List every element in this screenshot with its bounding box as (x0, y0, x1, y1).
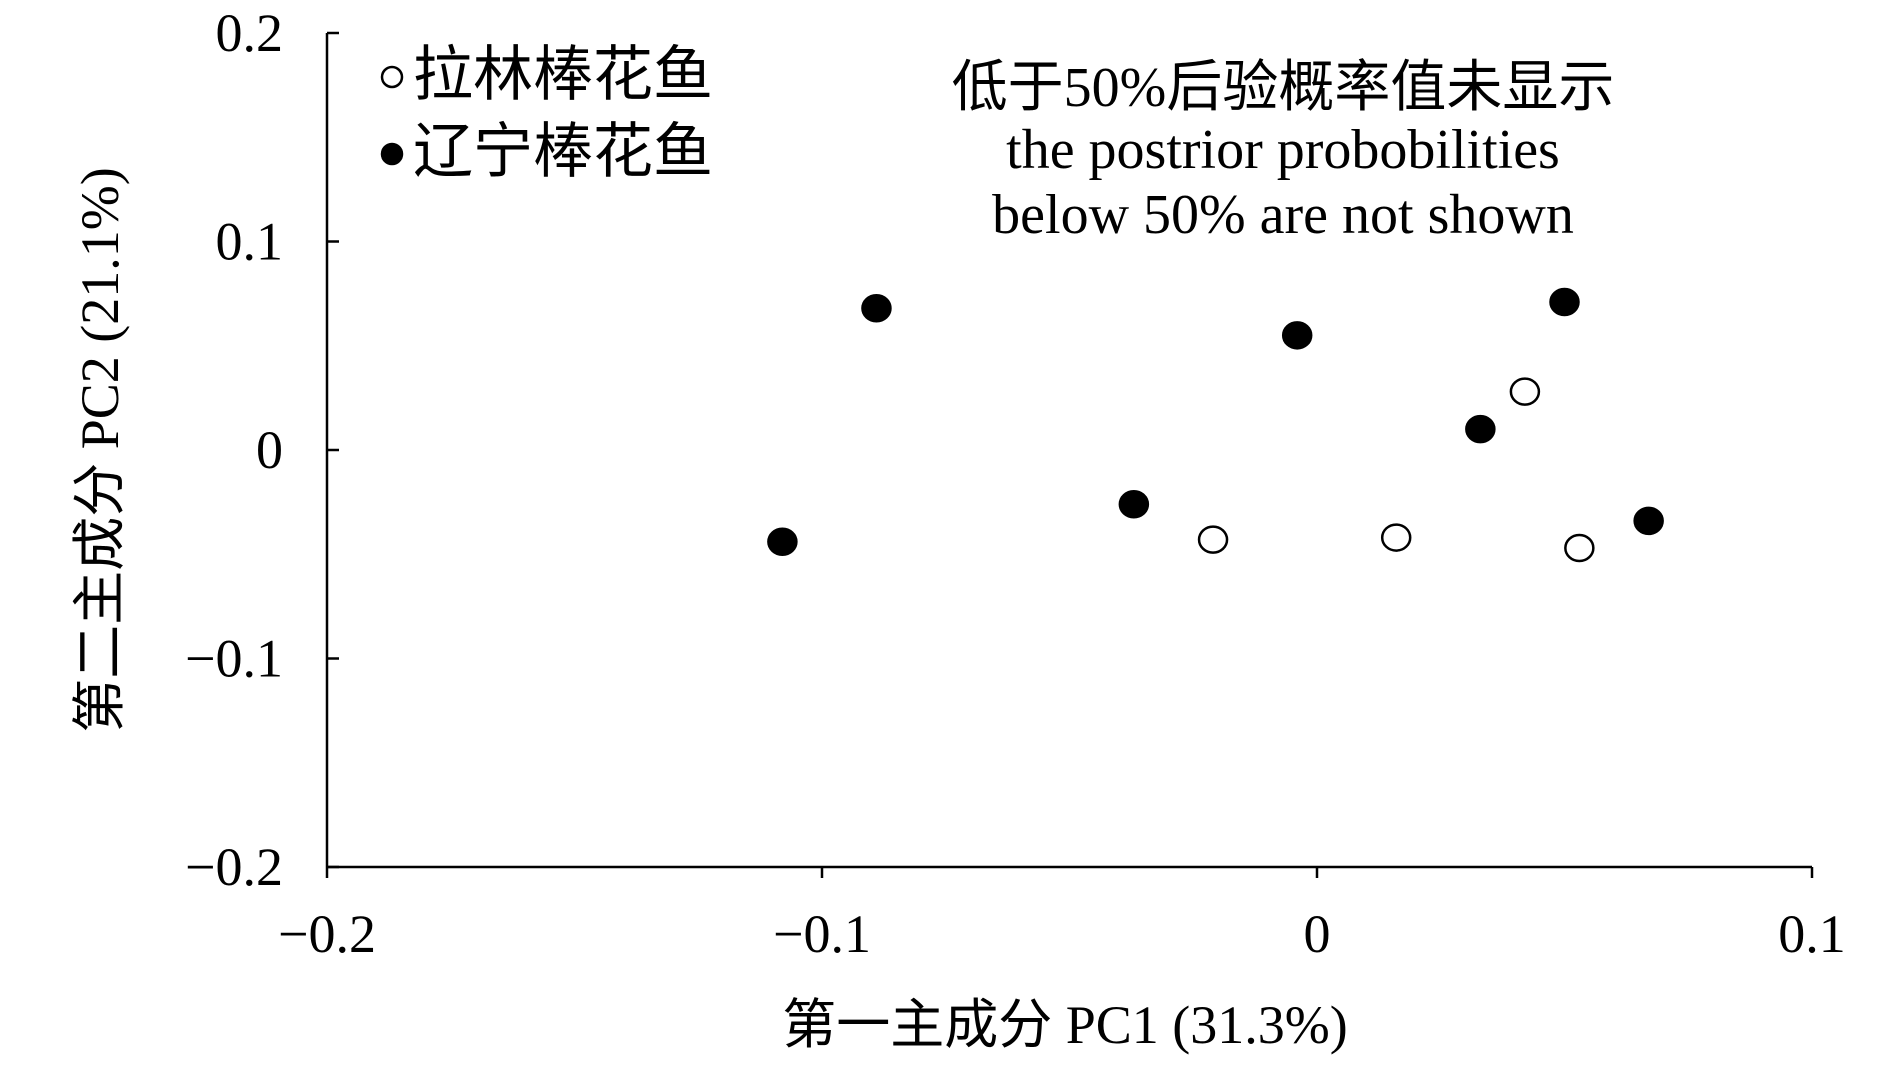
data-point-filled (1549, 287, 1580, 317)
data-point-open (1380, 523, 1412, 552)
x-axis-title: 第一主成分 PC1 (31.3%) (782, 995, 1348, 1055)
data-point-filled (1465, 414, 1496, 444)
y-tick-label: −0.1 (185, 629, 283, 689)
data-point-filled (1281, 321, 1313, 350)
y-tick-label: −0.2 (185, 837, 283, 897)
data-points (767, 287, 1664, 563)
data-point-open (1509, 377, 1541, 406)
data-point-filled (861, 293, 892, 323)
data-point-filled (1633, 506, 1664, 536)
legend-label: 辽宁棒花鱼 (413, 119, 713, 185)
y-tick-label: 0.2 (216, 3, 284, 63)
x-tick-label: −0.1 (773, 904, 871, 964)
annotation-line-3: below 50% are not shown (992, 184, 1574, 246)
y-tick-label: 0 (256, 420, 283, 480)
x-tick-label: 0 (1304, 904, 1331, 964)
data-point-filled (1118, 489, 1150, 519)
x-ticks: −0.2 −0.1 0 0.1 (278, 867, 1846, 964)
y-axis-title: 第二主成分 PC2 (21.1%) (70, 167, 130, 733)
legend-label: 拉林棒花鱼 (413, 42, 713, 108)
legend-marker (380, 142, 404, 166)
x-tick-label: −0.2 (278, 904, 376, 964)
annotation-line-1: 低于50%后验概率值未显示 (952, 57, 1615, 119)
y-ticks: 0.2 0.1 0 −0.1 −0.2 (185, 3, 339, 897)
annotation-note: 低于50%后验概率值未显示 the postrior probobilities… (952, 57, 1615, 246)
legend-marker (380, 65, 404, 89)
data-point-filled (767, 527, 798, 556)
data-point-open (1564, 533, 1595, 563)
y-tick-label: 0.1 (216, 212, 284, 272)
x-tick-label: 0.1 (1778, 904, 1846, 964)
annotation-line-2: the postrior probobilities (1006, 119, 1560, 181)
data-point-open (1197, 525, 1229, 554)
